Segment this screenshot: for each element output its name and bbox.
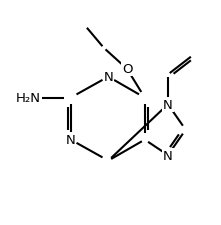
Text: H₂N: H₂N [16,92,41,105]
Text: N: N [163,149,173,162]
Text: O: O [122,63,132,76]
Text: N: N [163,98,173,111]
Text: N: N [66,133,76,146]
Text: N: N [103,71,113,84]
